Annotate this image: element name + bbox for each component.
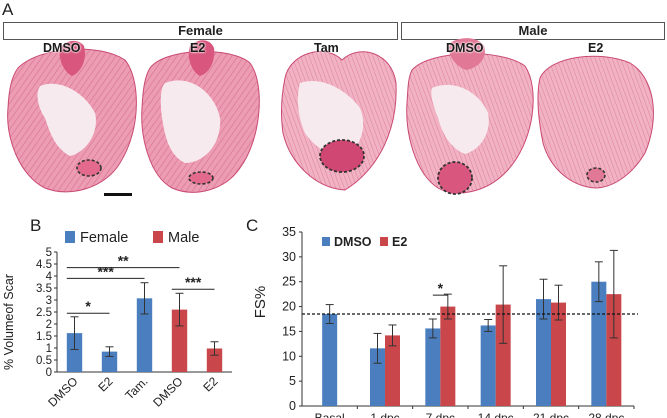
x-tick-label: 21 dpc — [533, 411, 569, 418]
legend-label: Female — [80, 230, 128, 246]
y-tick-label: 2.5 — [36, 307, 52, 319]
y-tick-label: 5 — [289, 374, 296, 388]
y-tick-label: 35 — [282, 225, 296, 239]
bar — [171, 309, 188, 372]
legend-label: Male — [168, 230, 199, 246]
bar — [385, 335, 400, 406]
y-tick-label: 3 — [46, 295, 52, 307]
x-tick-label: DMSO — [45, 374, 80, 409]
legend-swatch — [380, 237, 388, 246]
bar — [536, 299, 551, 406]
scale-bar — [104, 193, 132, 196]
bar — [495, 304, 511, 406]
heart-male-dmso — [406, 38, 534, 195]
x-tick-label: 7 dpc — [426, 411, 455, 418]
x-tick-label: 1 dpc — [370, 411, 399, 418]
bar — [322, 314, 338, 406]
bar — [551, 302, 566, 406]
heart-male-e2 — [537, 55, 654, 189]
y-tick-label: 10 — [282, 349, 296, 363]
significance-label: *** — [97, 263, 114, 279]
bar — [206, 348, 223, 372]
bar — [440, 306, 456, 406]
heart-label-male-dmso: DMSO — [446, 41, 484, 55]
y-axis-label: % Volumeof Scar — [2, 274, 16, 370]
y-tick-label: 0 — [46, 367, 52, 379]
significance-label: *** — [185, 274, 202, 290]
scar-volume-chart: % Volumeof Scar Female Male 00.511.522.53… — [2, 230, 232, 410]
y-tick-label: 4.5 — [36, 259, 52, 271]
y-tick-label: 15 — [282, 324, 296, 338]
x-tick-label: 28 dpc — [588, 411, 624, 418]
x-tick-label: DMSO — [150, 374, 185, 409]
y-axis-label: FS% — [252, 286, 269, 319]
bar — [136, 298, 153, 372]
bar — [606, 294, 622, 406]
significance-label: * — [85, 298, 91, 314]
legend: DMSO E2 — [322, 235, 407, 249]
legend-label: E2 — [392, 235, 407, 249]
y-tick-label: 30 — [282, 250, 296, 264]
heart-label-male-e2: E2 — [588, 41, 604, 55]
heart-female-e2 — [141, 40, 260, 193]
heart-label-female-dmso: DMSO — [43, 41, 81, 55]
bar — [425, 328, 441, 406]
y-tick-label: 4 — [46, 271, 53, 283]
heart-female-dmso — [7, 40, 137, 193]
y-tick-label: 0 — [289, 399, 296, 413]
female-group-header: Female — [3, 22, 398, 40]
legend-swatch — [153, 231, 163, 243]
y-tick-label: 25 — [282, 275, 296, 289]
panel-b-letter: B — [30, 216, 42, 235]
legend-swatch — [65, 231, 75, 243]
legend-label: DMSO — [334, 235, 372, 249]
x-tick-label: E2 — [200, 374, 221, 395]
x-tick-label: E2 — [95, 374, 116, 395]
male-group-header: Male — [401, 22, 665, 40]
y-tick-label: 1.5 — [36, 331, 52, 343]
heart-female-tam — [281, 51, 397, 191]
x-tick-label: Tam. — [122, 374, 150, 402]
significance-label: * — [438, 280, 444, 296]
y-tick-label: 0.5 — [36, 355, 52, 367]
panel-a-letter: A — [2, 0, 14, 19]
bar — [66, 333, 83, 372]
legend: Female Male — [65, 230, 199, 246]
fractional-shortening-chart: FS% DMSO E2 0 5 10 15 20 25 30 35 Basal 1 dpc 7 dpc… — [252, 225, 638, 418]
heart-sections-image — [7, 38, 654, 196]
heart-label-female-tam: Tam — [314, 41, 339, 55]
x-tick-label: Basal — [315, 411, 345, 418]
y-tick-label: 2 — [46, 319, 52, 331]
bar — [591, 281, 607, 406]
panel-c-letter: C — [246, 216, 259, 235]
significance-label: ** — [118, 253, 129, 269]
y-tick-label: 5 — [46, 247, 52, 259]
y-tick-label: 3.5 — [36, 283, 52, 295]
y-tick-label: 20 — [282, 300, 296, 314]
y-tick-label: 1 — [46, 343, 52, 355]
heart-label-female-e2: E2 — [190, 41, 206, 55]
x-tick-label: 14 dpc — [478, 411, 514, 418]
legend-swatch — [322, 237, 330, 246]
bar — [480, 325, 496, 406]
